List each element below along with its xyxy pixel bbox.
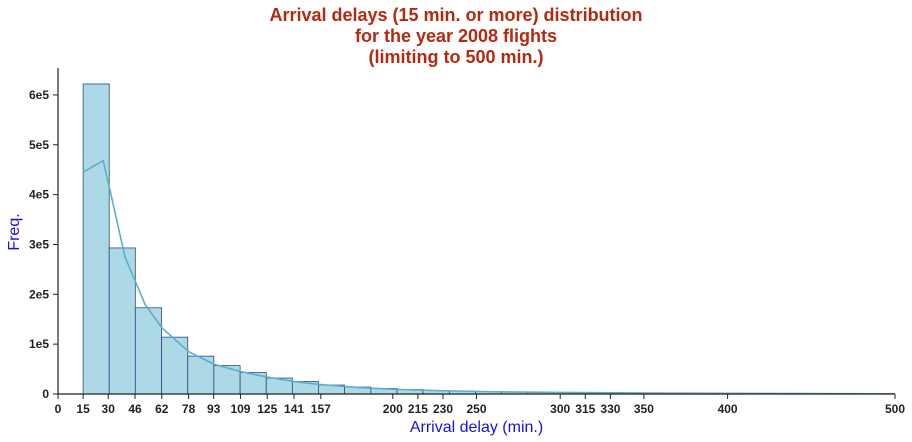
x-tick-label: 215 <box>408 402 428 416</box>
x-ticks: 0 15 30 46 62 78 93 109 125 141 157 200 215 230 250 300… <box>55 394 905 416</box>
x-tick-label: 230 <box>433 402 453 416</box>
x-tick-label: 30 <box>102 402 116 416</box>
histogram-bar <box>161 336 189 395</box>
histogram-bar <box>108 247 136 395</box>
chart-title-line-1: Arrival delays (15 min. or more) distrib… <box>269 5 643 25</box>
x-tick-label: 78 <box>182 402 196 416</box>
y-ticks: 0 1e5 2e5 3e5 4e5 5e5 6e5 <box>29 88 58 401</box>
x-tick-label: 315 <box>575 402 595 416</box>
x-tick-label: 93 <box>207 402 221 416</box>
y-tick-label: 5e5 <box>29 138 49 152</box>
x-tick-label: 15 <box>76 402 90 416</box>
x-tick-label: 157 <box>311 402 331 416</box>
x-tick-label: 141 <box>284 402 304 416</box>
x-tick-label: 250 <box>466 402 486 416</box>
histogram-bar <box>82 83 110 395</box>
x-axis-label: Arrival delay (min.) <box>410 419 543 436</box>
y-tick-label: 0 <box>42 387 49 401</box>
x-tick-label: 300 <box>550 402 570 416</box>
kde-curve <box>82 159 896 395</box>
histogram-bars <box>82 83 895 395</box>
x-tick-label: 0 <box>55 402 62 416</box>
x-tick-label: 200 <box>383 402 403 416</box>
y-tick-label: 3e5 <box>29 237 49 251</box>
chart-title-line-3: (limiting to 500 min.) <box>368 47 544 67</box>
x-tick-label: 46 <box>128 402 142 416</box>
x-tick-label: 125 <box>257 402 277 416</box>
y-tick-label: 1e5 <box>29 337 49 351</box>
x-tick-label: 330 <box>600 402 620 416</box>
chart-title-line-2: for the year 2008 flights <box>354 26 558 46</box>
x-tick-label: 62 <box>155 402 169 416</box>
x-tick-label: 350 <box>634 402 654 416</box>
x-tick-label: 109 <box>230 402 250 416</box>
x-tick-label: 400 <box>718 402 738 416</box>
y-tick-label: 4e5 <box>29 188 49 202</box>
x-tick-label: 500 <box>885 402 905 416</box>
y-tick-label: 2e5 <box>29 287 49 301</box>
y-axis-label: Freq. <box>6 213 23 250</box>
y-tick-label: 6e5 <box>29 88 49 102</box>
